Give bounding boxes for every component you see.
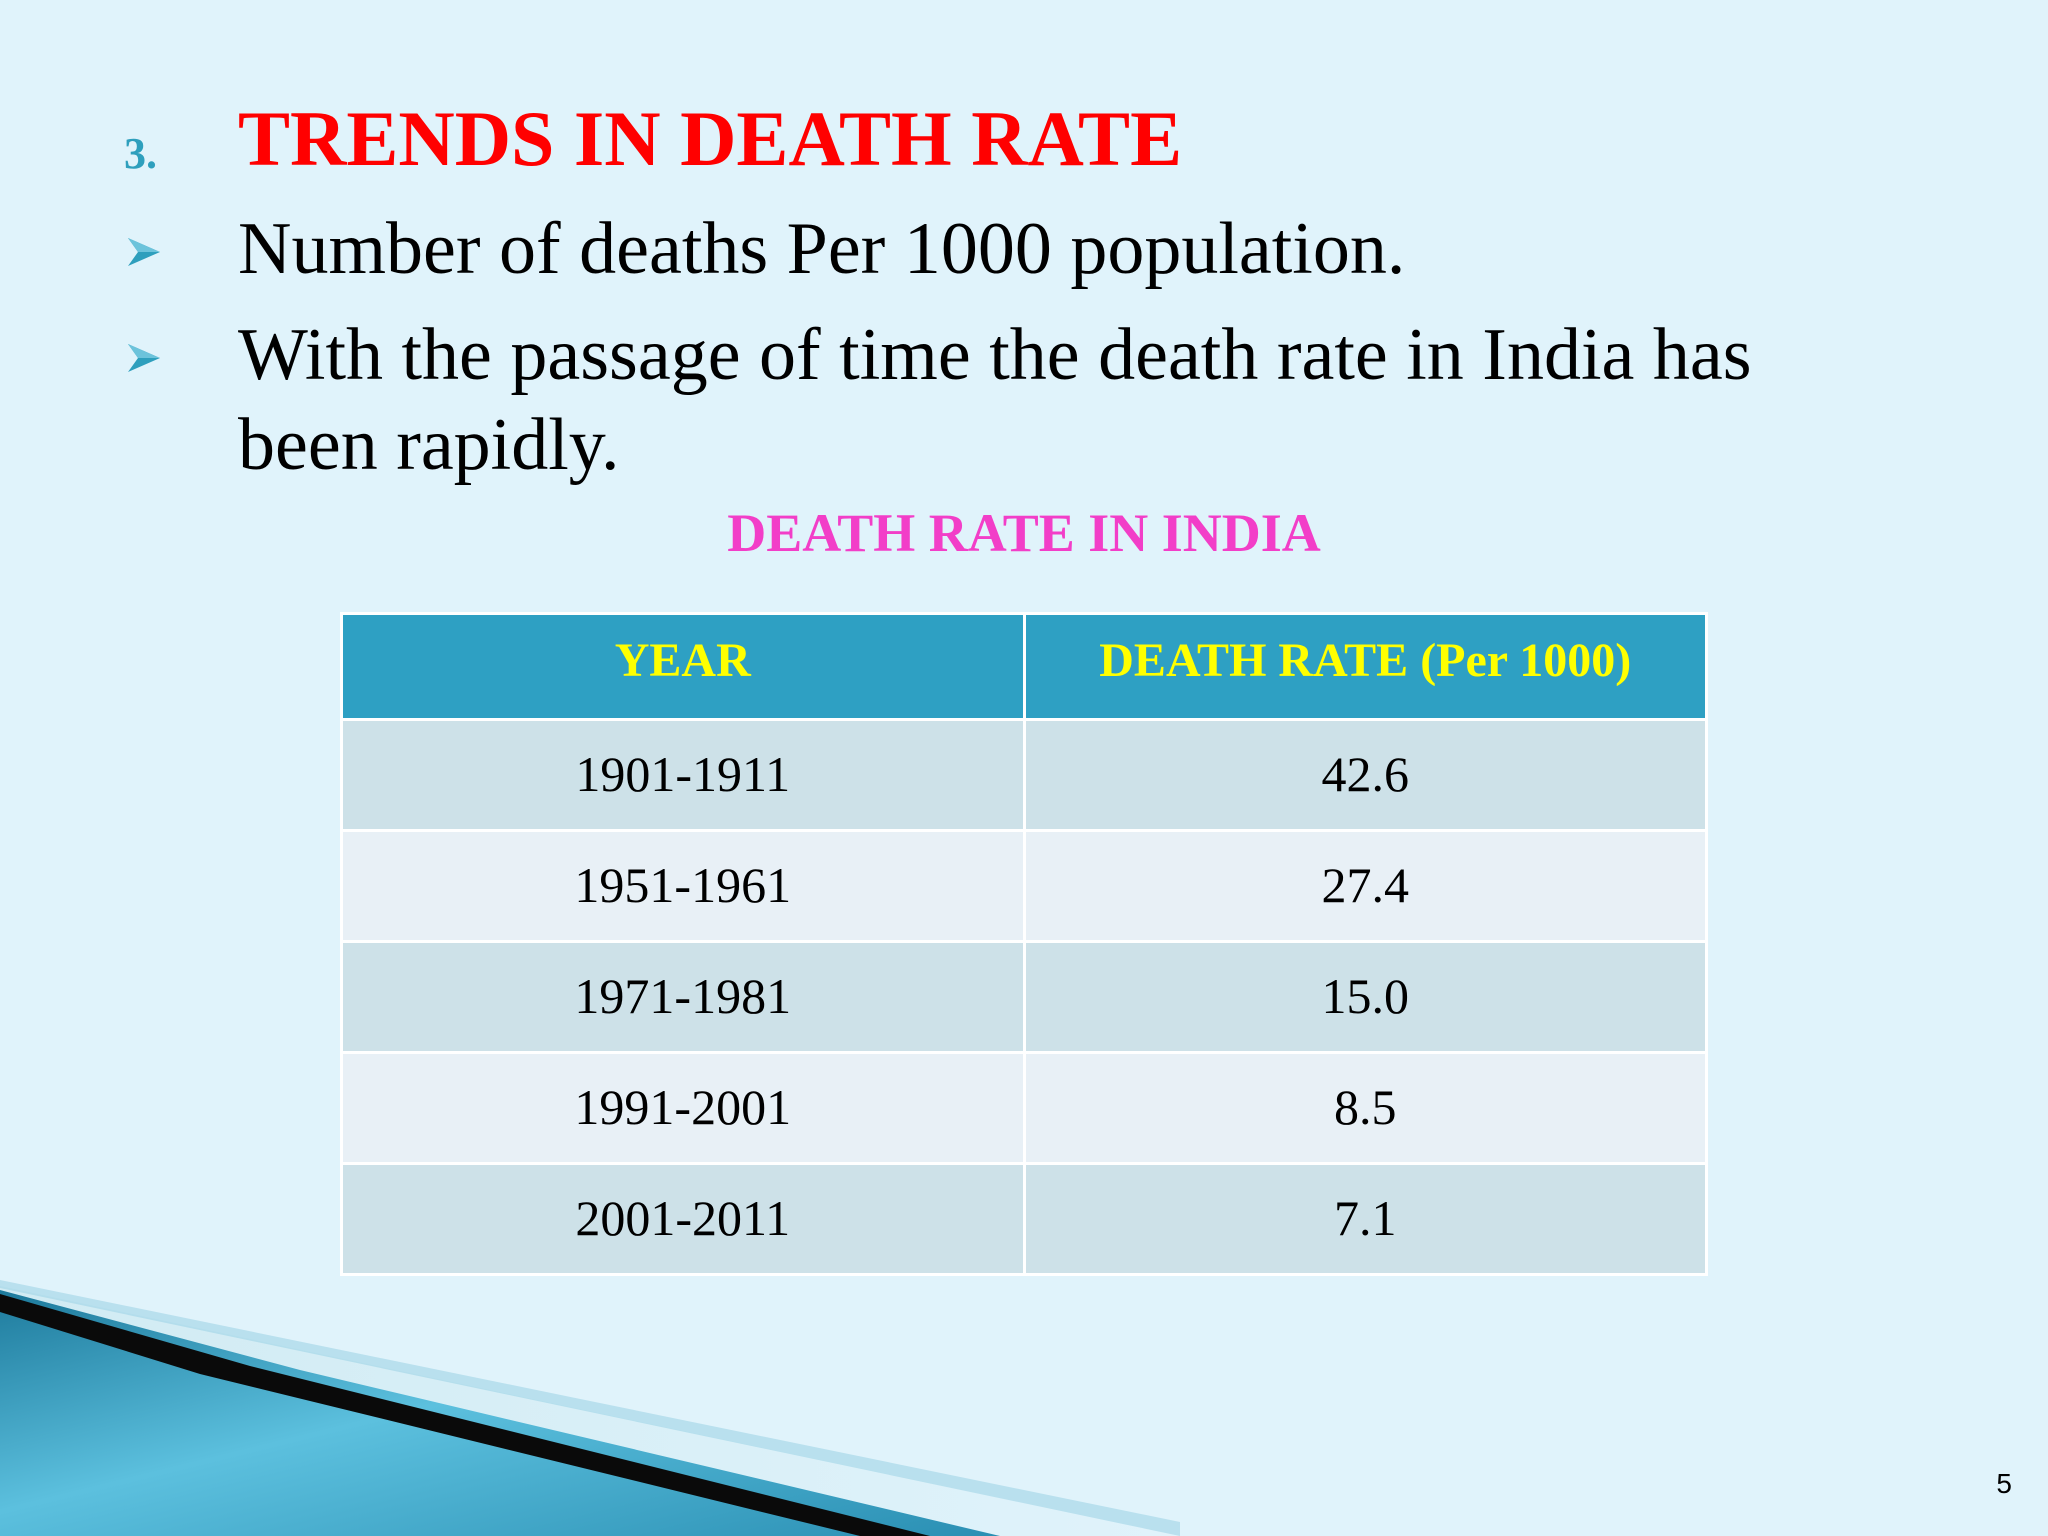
table-title: DEATH RATE IN INDIA (727, 503, 1321, 563)
death-rate-table: YEAR DEATH RATE (Per 1000) 1901-1911 42.… (340, 612, 1708, 1276)
death-rate-cell: 27.4 (1022, 829, 1708, 943)
year-cell: 1901-1911 (340, 718, 1026, 832)
table-row: 1991-2001 8.5 (340, 1051, 1708, 1165)
column-header-year: YEAR (340, 612, 1026, 721)
year-cell: 1971-1981 (340, 940, 1026, 1054)
year-cell: 1991-2001 (340, 1051, 1026, 1165)
bullet-text-2: With the passage of time the death rate … (238, 314, 1752, 487)
page-number: 5 (1996, 1468, 2012, 1499)
table-row: 1901-1911 42.6 (340, 718, 1708, 832)
death-rate-cell: 8.5 (1022, 1051, 1708, 1165)
table-row: 2001-2011 7.1 (340, 1162, 1708, 1276)
year-cell: 2001-2011 (340, 1162, 1026, 1276)
death-rate-cell: 7.1 (1022, 1162, 1708, 1276)
arrowhead-bullet-icon (128, 344, 160, 372)
bullet-text-1: Number of deaths Per 1000 population. (238, 208, 1406, 290)
slide-heading: TRENDS IN DEATH RATE (238, 95, 1183, 182)
decorative-swoosh (0, 1280, 1180, 1536)
section-number: 3. (124, 129, 157, 178)
table-row: 1971-1981 15.0 (340, 940, 1708, 1054)
death-rate-cell: 15.0 (1022, 940, 1708, 1054)
death-rate-cell: 42.6 (1022, 718, 1708, 832)
table-header-row: YEAR DEATH RATE (Per 1000) (340, 612, 1708, 721)
arrowhead-bullet-icon (128, 238, 160, 266)
column-header-death-rate: DEATH RATE (Per 1000) (1022, 612, 1708, 721)
table-row: 1951-1961 27.4 (340, 829, 1708, 943)
year-cell: 1951-1961 (340, 829, 1026, 943)
